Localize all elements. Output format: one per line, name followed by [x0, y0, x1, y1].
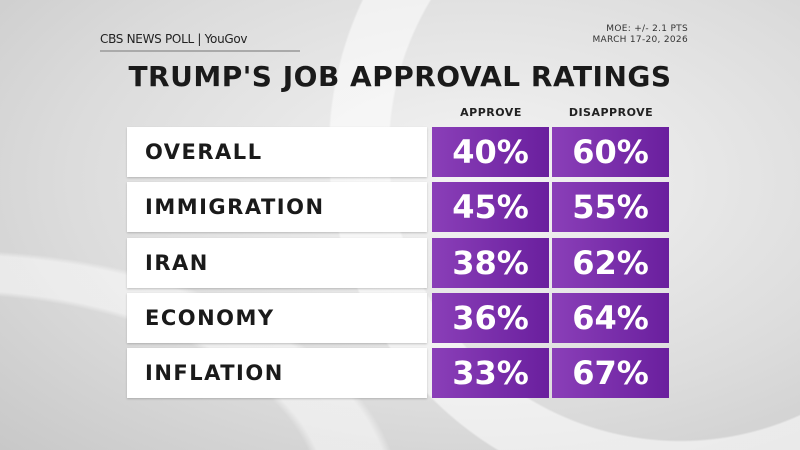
row-label: INFLATION [127, 348, 427, 398]
table-row: OVERALL 40% 60% [127, 127, 670, 177]
disapprove-value: 64% [552, 293, 669, 343]
disapprove-value: 55% [552, 182, 669, 232]
cbs-yougov-logo: CBS NEWS POLL | YouGov [100, 32, 248, 46]
row-label: IRAN [127, 238, 427, 288]
approve-value: 38% [432, 238, 549, 288]
poll-dates: MARCH 17-20, 2026 [592, 35, 688, 45]
table-row: INFLATION 33% 67% [127, 348, 670, 398]
poll-info: MOE: +/- 2.1 PTS MARCH 17-20, 2026 [592, 24, 688, 46]
table-row: ECONOMY 36% 64% [127, 293, 670, 343]
divider [100, 50, 300, 52]
disapprove-value: 60% [552, 127, 669, 177]
disapprove-value: 62% [552, 238, 669, 288]
disapprove-value: 67% [552, 348, 669, 398]
chart-title: TRUMP'S JOB APPROVAL RATINGS [128, 60, 672, 93]
approve-value: 45% [432, 182, 549, 232]
approve-value: 40% [432, 127, 549, 177]
row-label: IMMIGRATION [127, 182, 427, 232]
approve-value: 36% [432, 293, 549, 343]
column-header-disapprove: DISAPPROVE [568, 106, 654, 119]
row-label: ECONOMY [127, 293, 427, 343]
column-header-approve: APPROVE [460, 106, 522, 119]
row-label: OVERALL [127, 127, 427, 177]
approve-value: 33% [432, 348, 549, 398]
table-row: IRAN 38% 62% [127, 238, 670, 288]
table-row: IMMIGRATION 45% 55% [127, 182, 670, 232]
moe-text: MOE: +/- 2.1 PTS [606, 24, 688, 34]
